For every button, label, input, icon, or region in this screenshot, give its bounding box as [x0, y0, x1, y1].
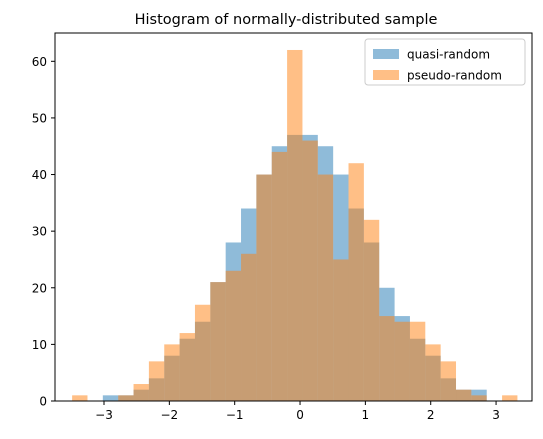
- histogram-bar: [302, 140, 318, 402]
- series-pseudo-random: [72, 49, 518, 402]
- histogram-bar: [118, 395, 134, 401]
- histogram-bar: [317, 174, 334, 401]
- x-tick-label: 1: [362, 408, 370, 422]
- histogram-bar: [164, 344, 180, 401]
- y-tick-label: 50: [32, 111, 47, 125]
- legend: quasi-random pseudo-random: [364, 38, 526, 86]
- x-tick-label: −3: [95, 408, 113, 422]
- histogram-bar: [148, 361, 165, 401]
- histogram-bar: [348, 163, 364, 401]
- bars-layer: [72, 49, 518, 402]
- histogram-bar: [502, 395, 518, 401]
- histogram-bar: [456, 389, 472, 401]
- y-tick-label: 20: [32, 281, 47, 295]
- legend-swatch: [373, 49, 399, 59]
- y-tick-label: 60: [32, 55, 47, 69]
- histogram-bar: [210, 282, 226, 401]
- y-tick-label: 30: [32, 225, 47, 239]
- x-tick-label: −1: [226, 408, 244, 422]
- histogram-bar: [379, 316, 395, 401]
- histogram-bar: [333, 259, 349, 401]
- y-tick-label: 10: [32, 338, 47, 352]
- histogram-bar: [471, 389, 487, 401]
- histogram-bar: [409, 321, 426, 401]
- plot-frame: [54, 32, 533, 402]
- histogram-bar: [179, 333, 195, 401]
- legend-swatch: [373, 70, 399, 80]
- histogram-bar: [271, 151, 288, 401]
- legend-label: quasi-random: [407, 48, 490, 62]
- histogram-bar: [241, 253, 257, 401]
- y-tick-label: 0: [39, 395, 47, 409]
- histogram-bar: [256, 174, 272, 401]
- histogram-bar: [287, 49, 303, 401]
- x-tick-label: 0: [296, 408, 304, 422]
- histogram-bar: [225, 270, 242, 401]
- histogram-bar: [363, 219, 380, 401]
- chart-title: Histogram of normally-distributed sample: [135, 12, 438, 28]
- histogram-bar: [440, 361, 457, 401]
- histogram-bar: [394, 321, 410, 401]
- legend-label: pseudo-random: [407, 69, 502, 83]
- histogram-bar: [425, 344, 441, 401]
- histogram-bar: [102, 395, 119, 401]
- x-tick-label: 2: [427, 408, 435, 422]
- histogram-bar: [133, 384, 149, 401]
- x-tick-label: 3: [492, 408, 500, 422]
- histogram-bar: [72, 395, 88, 401]
- x-tick-label: −2: [160, 408, 178, 422]
- legend-box: [364, 38, 526, 86]
- histogram-bar: [194, 304, 211, 401]
- histogram-bar: [471, 395, 487, 401]
- y-tick-label: 40: [32, 168, 47, 182]
